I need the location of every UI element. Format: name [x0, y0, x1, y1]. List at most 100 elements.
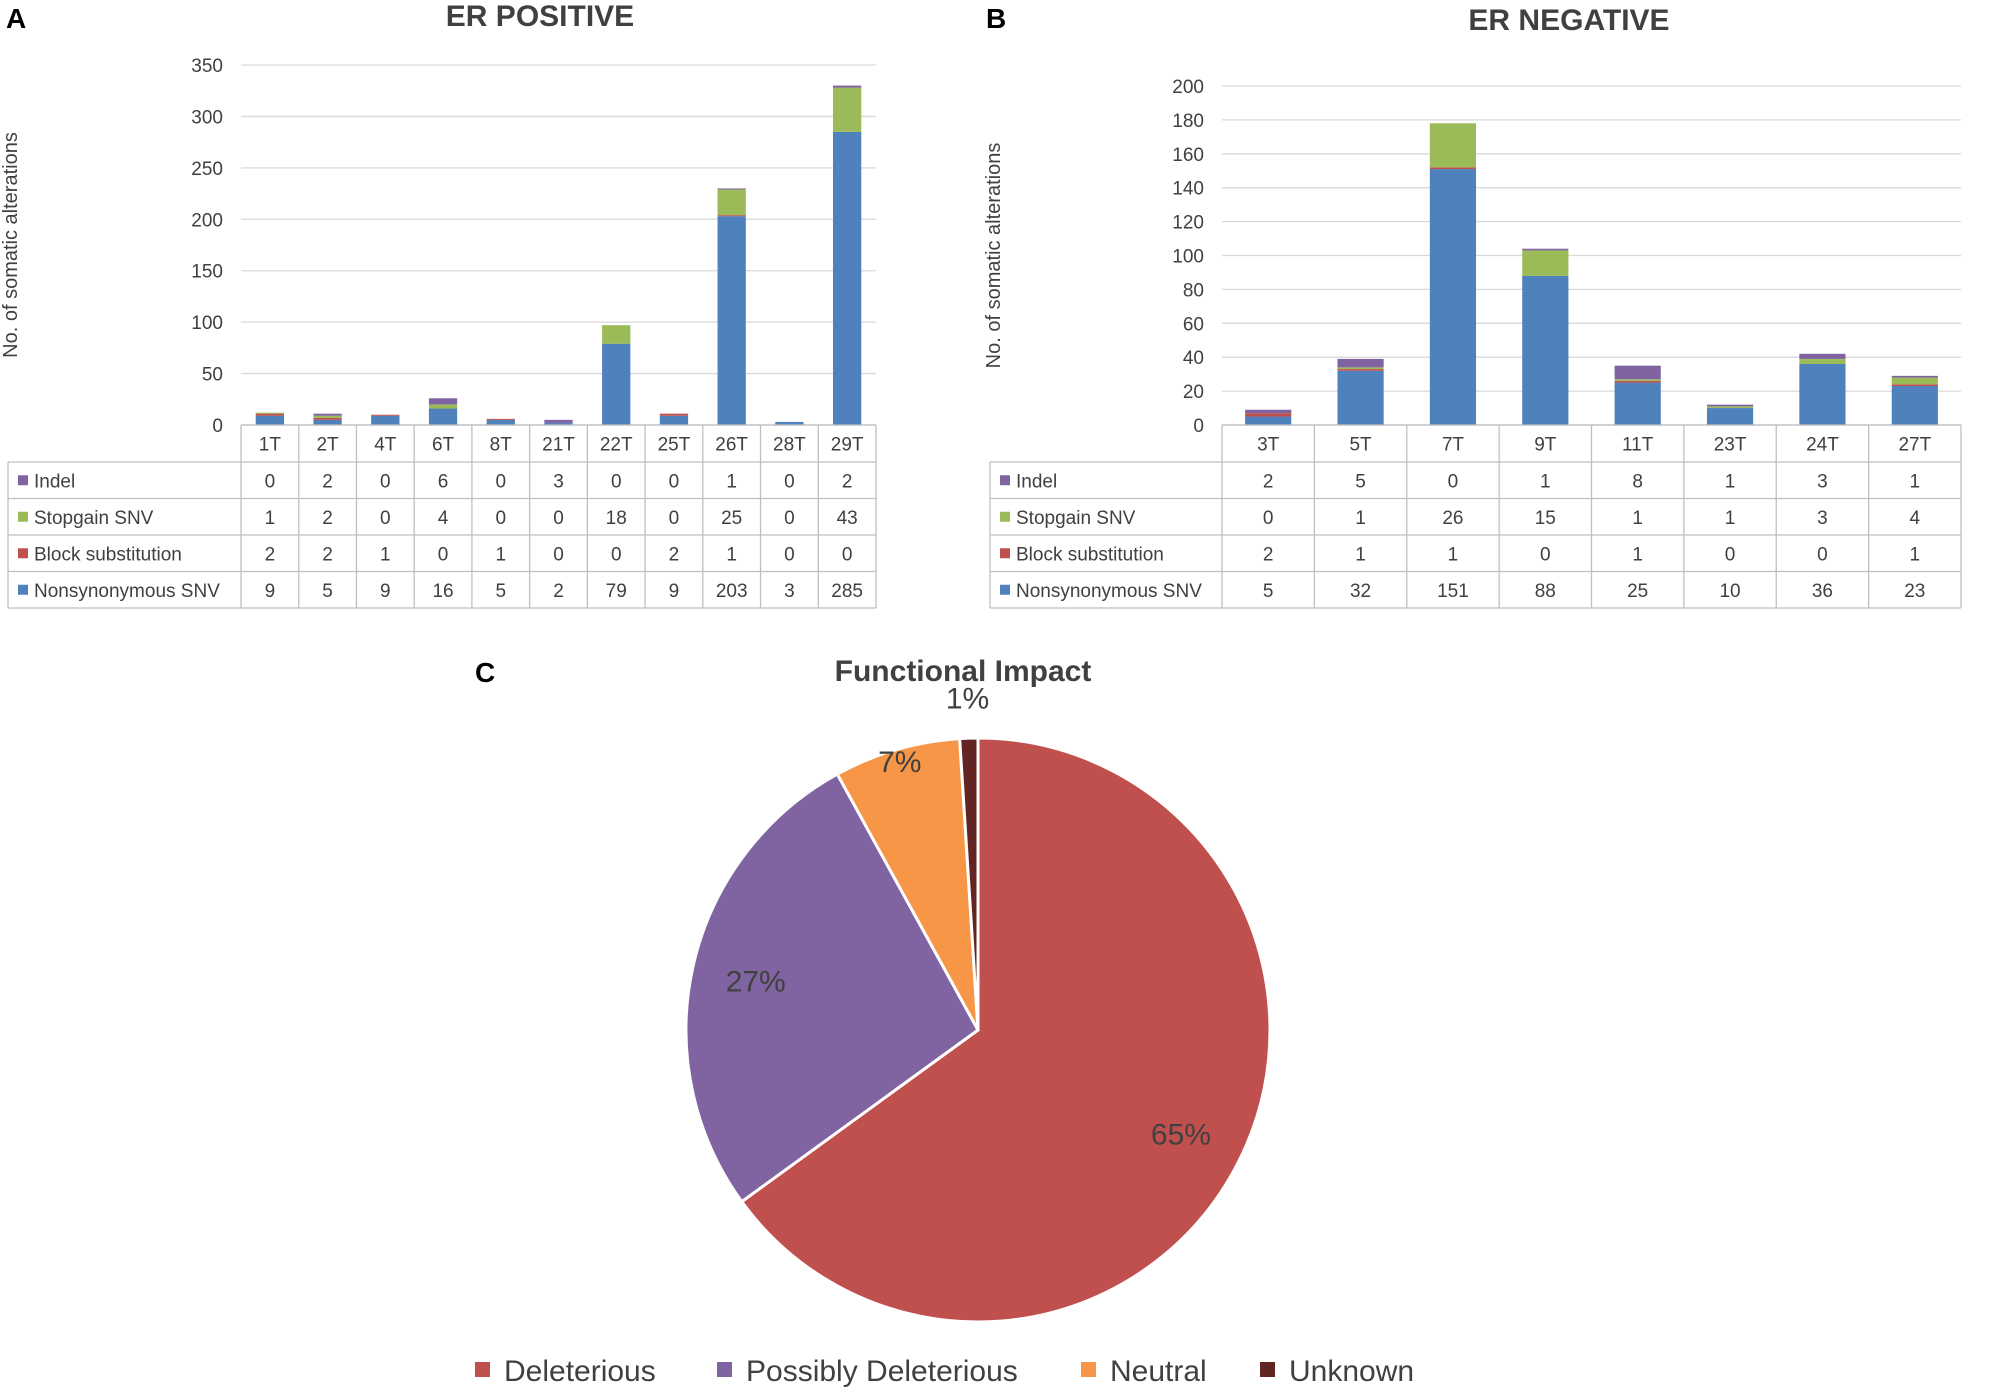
y-tick-80: 80: [1183, 280, 1204, 301]
bar-25t-nonsynonymous-snv: [659, 415, 689, 425]
panel-a-y-axis-label: No. of somatic alterations: [0, 132, 22, 358]
bar-28t-nonsynonymous-snv: [775, 421, 804, 425]
cell-indel-28t: 0: [784, 471, 795, 492]
category-label-8t: 8T: [490, 435, 513, 456]
cell-nonsynonymous-snv-1t: 9: [265, 581, 276, 602]
cell-indel-11t: 8: [1632, 471, 1643, 492]
y-tick-200: 200: [1172, 77, 1204, 98]
cell-block-substitution-6t: 0: [438, 544, 449, 565]
panel-c-letter: C: [475, 657, 495, 688]
y-tick-350: 350: [191, 56, 223, 77]
category-label-3t: 3T: [1257, 435, 1280, 456]
cell-block-substitution-29t: 0: [842, 544, 853, 565]
cell-stopgain-snv-3t: 0: [1263, 508, 1274, 529]
cell-indel-9t: 1: [1540, 471, 1551, 492]
cell-indel-2t: 2: [322, 471, 333, 492]
pie-slices: [684, 736, 1272, 1324]
cell-indel-8t: 0: [495, 471, 506, 492]
cell-stopgain-snv-25t: 0: [669, 508, 680, 529]
legend-key-nonsynonymous-snv: [18, 584, 28, 595]
bar-23t-indel: [1706, 404, 1754, 407]
cell-indel-29t: 2: [842, 471, 853, 492]
panel-c-title: Functional Impact: [835, 655, 1092, 688]
category-label-22t: 22T: [600, 435, 633, 456]
cell-stopgain-snv-22t: 18: [606, 508, 627, 529]
panel-a-er-positive: A ER POSITIVE No. of somatic alterations…: [0, 0, 877, 609]
cell-indel-6t: 6: [438, 471, 449, 492]
bar-9t-stopgain-snv: [1522, 250, 1569, 276]
bar-3t-nonsynonymous-snv: [1245, 416, 1292, 425]
pie-value-labels: 65% 27% 7% 1%: [726, 682, 1211, 1151]
panel-b-y-axis-label: No. of somatic alterations: [983, 143, 1005, 369]
cell-indel-27t: 1: [1910, 471, 1921, 492]
bar-7t-block-substitution: [1429, 167, 1477, 170]
cell-nonsynonymous-snv-3t: 5: [1263, 581, 1274, 602]
cell-stopgain-snv-9t: 15: [1535, 508, 1556, 529]
bar-3t-indel: [1245, 409, 1292, 414]
bar-1t-block-substitution: [255, 413, 285, 416]
cell-block-substitution-21t: 0: [553, 544, 564, 565]
bar-21t-nonsynonymous-snv: [544, 422, 573, 425]
panel-b-title: ER NEGATIVE: [1468, 4, 1669, 37]
panel-a-bars: [255, 85, 862, 425]
legend-label-deleterious: Deleterious: [504, 1355, 656, 1388]
bar-3t-block-substitution: [1245, 413, 1292, 417]
legend-key-stopgain-snv: [1000, 511, 1010, 522]
bar-8t-nonsynonymous-snv: [486, 419, 515, 425]
panel-b-letter: B: [986, 3, 1006, 34]
cell-stopgain-snv-29t: 43: [837, 508, 858, 529]
pie-slice-neutral: [835, 736, 980, 1031]
bar-26t-stopgain-snv: [717, 189, 746, 216]
panel-a-title: ER POSITIVE: [446, 0, 634, 33]
row-label-indel: Indel: [34, 471, 75, 492]
cell-block-substitution-5t: 1: [1355, 544, 1366, 565]
cell-nonsynonymous-snv-7t: 151: [1437, 581, 1469, 602]
legend-key-neutral: [1081, 1362, 1096, 1377]
cell-block-substitution-22t: 0: [611, 544, 622, 565]
cell-nonsynonymous-snv-6t: 16: [432, 581, 453, 602]
bar-23t-nonsynonymous-snv: [1706, 408, 1754, 425]
bar-6t-nonsynonymous-snv: [428, 408, 458, 425]
cell-stopgain-snv-27t: 4: [1910, 508, 1921, 529]
bar-8t-block-substitution: [486, 418, 515, 420]
panel-a-data-table: 1T 2T 4T 6T 8T 21T 22T 25T 26T 28T 29T Indel 0 2 0 6 0 3 0…: [7, 424, 877, 609]
bar-2t-stopgain-snv: [313, 415, 342, 418]
legend-key-unknown: [1260, 1362, 1275, 1377]
cell-indel-21t: 3: [553, 471, 564, 492]
pie-label-unknown: 1%: [946, 682, 989, 715]
legend-key-stopgain-snv: [18, 511, 28, 522]
panel-a-y-ticks: 0 50 100 150 200 250 300 350: [191, 56, 223, 437]
bar-11t-block-substitution: [1614, 380, 1661, 383]
cell-stopgain-snv-24t: 3: [1817, 508, 1828, 529]
bar-27t-indel: [1891, 375, 1938, 378]
y-tick-100: 100: [1172, 247, 1204, 268]
bar-7t-stopgain-snv: [1429, 123, 1477, 168]
bar-27t-stopgain-snv: [1891, 377, 1938, 385]
cell-indel-1t: 0: [265, 471, 276, 492]
cell-block-substitution-8t: 1: [495, 544, 506, 565]
cell-stopgain-snv-28t: 0: [784, 508, 795, 529]
y-tick-180: 180: [1172, 111, 1204, 132]
category-label-9t: 9T: [1534, 435, 1557, 456]
pie-slice-unknown: [958, 736, 980, 1031]
cell-stopgain-snv-11t: 1: [1632, 508, 1643, 529]
bar-2t-indel: [313, 413, 342, 416]
category-label-27t: 27T: [1898, 435, 1931, 456]
cell-block-substitution-24t: 0: [1817, 544, 1828, 565]
cell-stopgain-snv-23t: 1: [1725, 508, 1736, 529]
y-tick-160: 160: [1172, 145, 1204, 166]
bar-1t-nonsynonymous-snv: [255, 415, 285, 425]
cell-stopgain-snv-7t: 26: [1442, 508, 1463, 529]
y-tick-150: 150: [191, 262, 223, 283]
bar-1t-stopgain-snv: [255, 412, 285, 414]
y-tick-100: 100: [191, 313, 223, 334]
category-label-23t: 23T: [1714, 435, 1747, 456]
row-label-nonsynonymous-snv: Nonsynonymous SNV: [34, 581, 220, 602]
cell-nonsynonymous-snv-11t: 25: [1627, 581, 1648, 602]
cell-block-substitution-2t: 2: [322, 544, 333, 565]
legend-key-indel: [1000, 475, 1010, 486]
cell-block-substitution-7t: 1: [1448, 544, 1459, 565]
cell-indel-25t: 0: [669, 471, 680, 492]
cell-nonsynonymous-snv-8t: 5: [495, 581, 506, 602]
pie-label-possibly-deleterious: 27%: [726, 965, 786, 998]
